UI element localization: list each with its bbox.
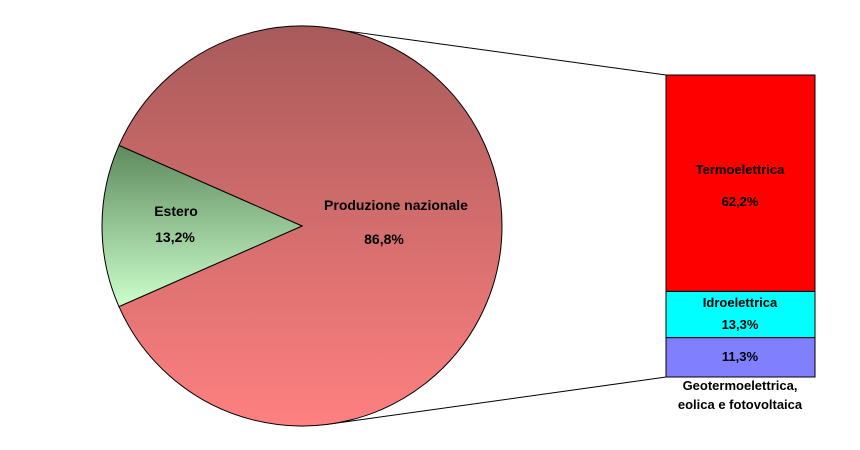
pie-slice-foreign: [101, 144, 304, 308]
pie-labels: Produzione nazionale 86,8% Estero 13,2%: [154, 197, 468, 247]
external-label-line-2: eolica e fotovoltaica: [678, 397, 803, 412]
external-label-line-1: Geotermoelettrica,: [683, 378, 798, 393]
connector-line-bottom: [326, 376, 667, 425]
slice-label-national: Produzione nazionale: [324, 197, 468, 213]
segment-value-hydro: 13,3%: [722, 317, 759, 332]
segment-value-thermo: 62,2%: [722, 194, 759, 209]
segment-label-thermo: Termoelettrica: [696, 162, 785, 177]
segment-value-geo: 11,3%: [722, 349, 759, 364]
pie: [101, 25, 503, 427]
slice-value-national: 86,8%: [364, 231, 404, 247]
pie-slice-national: [118, 25, 503, 427]
slice-label-foreign: Estero: [154, 203, 198, 219]
bar-segment-geo: [665, 337, 816, 378]
stacked-bar: [665, 74, 816, 378]
segment-label-hydro: Idroelettrica: [703, 295, 778, 310]
connector-line-top: [345, 30, 667, 76]
connector-lines: [326, 30, 667, 425]
bar-segment-hydro: [665, 290, 816, 339]
bar-labels: Termoelettrica 62,2% Idroelettrica 13,3%…: [678, 162, 803, 412]
slice-value-foreign: 13,2%: [155, 229, 195, 245]
bar-segment-thermo: [665, 74, 816, 292]
